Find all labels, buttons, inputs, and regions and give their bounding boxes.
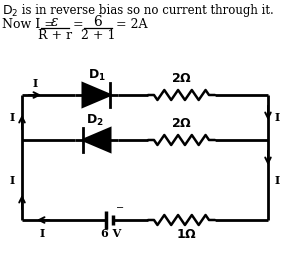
Text: I: I bbox=[39, 228, 45, 239]
Text: Now I =: Now I = bbox=[2, 18, 59, 31]
Text: $\mathbf{2\Omega}$: $\mathbf{2\Omega}$ bbox=[171, 117, 192, 130]
Text: 6 V: 6 V bbox=[101, 228, 121, 239]
Text: =: = bbox=[73, 18, 84, 31]
Text: $\mathbf{D_2}$: $\mathbf{D_2}$ bbox=[85, 113, 104, 128]
Text: 2 + 1: 2 + 1 bbox=[81, 29, 115, 42]
Polygon shape bbox=[83, 83, 110, 107]
Text: $\mathbf{1\Omega}$: $\mathbf{1\Omega}$ bbox=[176, 228, 197, 241]
Text: $\mathbf{2\Omega}$: $\mathbf{2\Omega}$ bbox=[171, 72, 192, 85]
Text: −: − bbox=[116, 205, 124, 214]
Text: I: I bbox=[32, 78, 38, 89]
Text: is in reverse bias so no current through it.: is in reverse bias so no current through… bbox=[18, 4, 274, 17]
Polygon shape bbox=[83, 128, 110, 152]
Text: 6: 6 bbox=[94, 15, 102, 29]
Text: I: I bbox=[275, 174, 280, 185]
Text: $\mathrm{D_2}$: $\mathrm{D_2}$ bbox=[2, 4, 18, 19]
Text: I: I bbox=[9, 112, 14, 123]
Text: R + r: R + r bbox=[38, 29, 72, 42]
Text: I: I bbox=[9, 174, 14, 185]
Text: I: I bbox=[275, 112, 280, 123]
Text: = 2A: = 2A bbox=[116, 18, 147, 31]
Text: ε: ε bbox=[51, 15, 59, 29]
Text: $\mathbf{D_1}$: $\mathbf{D_1}$ bbox=[88, 68, 105, 83]
